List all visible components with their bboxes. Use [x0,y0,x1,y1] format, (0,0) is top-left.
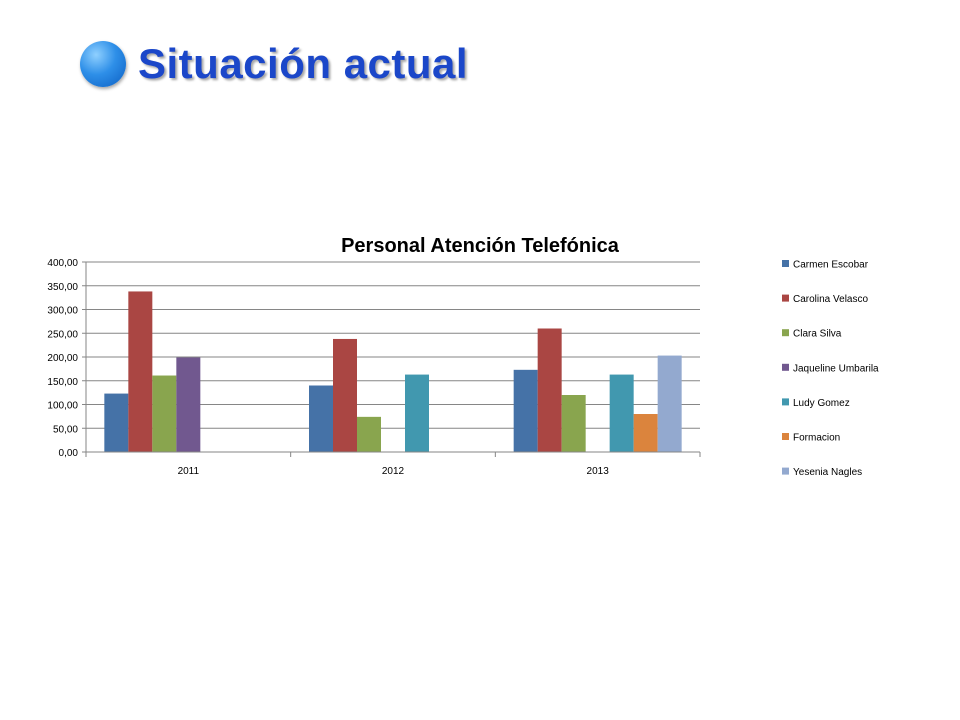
x-tick-label: 2012 [382,466,405,477]
legend-label: Carolina Velasco [793,294,868,305]
bar [561,395,586,452]
y-tick-label: 50,00 [53,424,78,435]
legend-swatch [782,260,789,267]
bar [357,416,381,452]
y-tick-label: 300,00 [47,306,78,317]
gridlines [86,261,700,453]
bar [657,355,682,452]
bar [405,374,429,452]
legend-label: Jaqueline Umbarila [793,363,879,374]
axes: 0,00 50,00 100,00 150,00 200,00 250,00 300,00 3… [47,258,701,477]
chart-title: Personal Atención Telefónica [341,235,620,257]
bar [633,414,658,452]
bars-group [104,291,682,452]
legend-swatch [782,433,789,440]
legend-swatch [782,329,789,337]
bar [333,338,357,452]
legend-label: Ludy Gomez [793,398,850,409]
bar [537,328,562,452]
bar [609,374,634,452]
bar [104,393,129,452]
bar [309,385,333,452]
y-tick-label: 200,00 [47,353,78,364]
bar [513,369,538,452]
y-tick-label: 250,00 [47,329,78,340]
bar [128,291,153,452]
bar [176,357,201,452]
y-tick-label: 350,00 [47,282,78,293]
y-tick-label: 100,00 [47,401,78,412]
legend-label: Formacion [793,433,840,444]
legend-label: Clara Silva [793,329,842,340]
legend-label: Carmen Escobar [793,260,869,271]
x-tick-label: 2011 [178,466,200,477]
legend-label: Yesenia Nagles [793,467,862,478]
bar [152,375,177,452]
slide-title: Situación actual [138,40,469,87]
slide-header: Situación actual [80,38,468,90]
x-tick-label: 2013 [587,466,610,477]
legend-swatch [782,294,789,302]
bullet-circle-icon [80,41,126,87]
legend-swatch [782,363,789,371]
legend-swatch [782,467,789,475]
legend-swatch [782,398,789,406]
legend: Carmen Escobar Carolina Velasco Clara Silv… [782,260,879,478]
y-tick-label: 0,00 [59,448,79,459]
y-tick-label: 150,00 [47,377,78,388]
y-tick-label: 400,00 [47,258,78,269]
